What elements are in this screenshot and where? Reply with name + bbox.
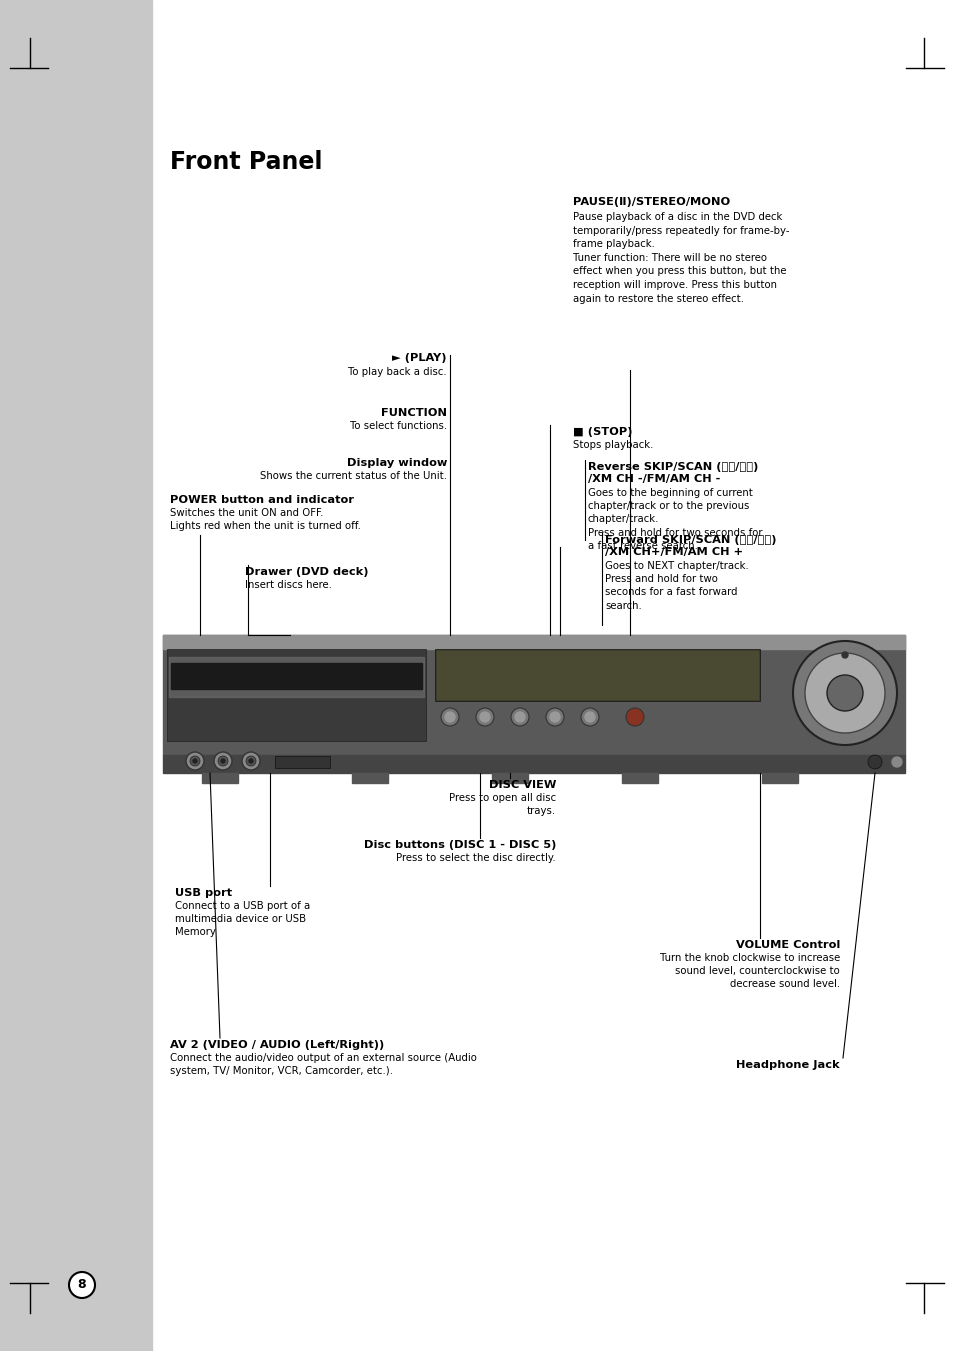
Text: 8: 8 bbox=[77, 1278, 86, 1292]
Text: DISC VIEW: DISC VIEW bbox=[488, 780, 556, 790]
Circle shape bbox=[69, 1273, 95, 1298]
Circle shape bbox=[213, 753, 232, 770]
Bar bbox=[163, 635, 904, 648]
Circle shape bbox=[550, 712, 559, 721]
Text: Insert discs here.: Insert discs here. bbox=[245, 580, 332, 590]
Bar bbox=[274, 757, 330, 767]
Circle shape bbox=[246, 757, 255, 766]
Circle shape bbox=[625, 708, 643, 725]
Circle shape bbox=[515, 712, 524, 721]
Text: Switches the unit ON and OFF.
Lights red when the unit is turned off.: Switches the unit ON and OFF. Lights red… bbox=[170, 508, 360, 531]
Text: Goes to the beginning of current
chapter/track or to the previous
chapter/track.: Goes to the beginning of current chapter… bbox=[587, 488, 761, 551]
Circle shape bbox=[891, 757, 901, 767]
Text: ■ (STOP): ■ (STOP) bbox=[573, 427, 632, 436]
Circle shape bbox=[218, 757, 228, 766]
Circle shape bbox=[511, 708, 529, 725]
Text: AV 2 (VIDEO / AUDIO (Left/Right)): AV 2 (VIDEO / AUDIO (Left/Right)) bbox=[170, 1040, 384, 1050]
Circle shape bbox=[479, 712, 490, 721]
Circle shape bbox=[221, 759, 225, 763]
Text: PAUSE(Ⅱ)/STEREO/MONO: PAUSE(Ⅱ)/STEREO/MONO bbox=[573, 197, 729, 207]
Text: Display window: Display window bbox=[346, 458, 447, 467]
Text: FUNCTION: FUNCTION bbox=[380, 408, 447, 417]
Text: Turn the knob clockwise to increase
sound level, counterclockwise to
decrease so: Turn the knob clockwise to increase soun… bbox=[659, 952, 840, 989]
Text: VOLUME Control: VOLUME Control bbox=[735, 940, 840, 950]
Text: Press to open all disc
trays.: Press to open all disc trays. bbox=[449, 793, 556, 816]
Text: To play back a disc.: To play back a disc. bbox=[348, 367, 447, 377]
Text: Connect to a USB port of a
multimedia device or USB
Memory: Connect to a USB port of a multimedia de… bbox=[174, 901, 310, 938]
Circle shape bbox=[249, 759, 253, 763]
Text: Connect the audio/video output of an external source (Audio
system, TV/ Monitor,: Connect the audio/video output of an ext… bbox=[170, 1052, 476, 1077]
Bar bbox=[492, 773, 527, 784]
Bar bbox=[621, 773, 658, 784]
Text: ► (PLAY): ► (PLAY) bbox=[392, 353, 447, 363]
Text: Press to select the disc directly.: Press to select the disc directly. bbox=[395, 852, 556, 863]
Circle shape bbox=[792, 640, 896, 744]
Circle shape bbox=[444, 712, 455, 721]
Bar bbox=[202, 773, 237, 784]
Bar bbox=[163, 635, 904, 755]
Text: POWER button and indicator: POWER button and indicator bbox=[170, 494, 354, 505]
Text: Goes to NEXT chapter/track.
Press and hold for two
seconds for a fast forward
se: Goes to NEXT chapter/track. Press and ho… bbox=[604, 561, 748, 611]
Text: Reverse SKIP/SCAN (⏮⏮/⏮⏮)
/XM CH -/FM/AM CH -: Reverse SKIP/SCAN (⏮⏮/⏮⏮) /XM CH -/FM/AM… bbox=[587, 462, 758, 484]
Circle shape bbox=[186, 753, 204, 770]
Bar bbox=[761, 773, 797, 784]
Circle shape bbox=[193, 759, 196, 763]
Text: Shows the current status of the Unit.: Shows the current status of the Unit. bbox=[260, 471, 447, 481]
Circle shape bbox=[476, 708, 494, 725]
Bar bbox=[167, 648, 426, 740]
Text: Stops playback.: Stops playback. bbox=[573, 440, 653, 450]
Text: Front Panel: Front Panel bbox=[170, 150, 322, 174]
Circle shape bbox=[804, 653, 884, 734]
Bar bbox=[435, 648, 760, 701]
Bar bbox=[169, 657, 423, 697]
Bar bbox=[163, 755, 904, 773]
Text: Forward SKIP/SCAN (⏭⏭/⏭⏭)
/XM CH+/FM/AM CH +: Forward SKIP/SCAN (⏭⏭/⏭⏭) /XM CH+/FM/AM … bbox=[604, 535, 776, 557]
Bar bbox=[352, 773, 388, 784]
Text: USB port: USB port bbox=[174, 888, 232, 898]
Circle shape bbox=[440, 708, 458, 725]
Circle shape bbox=[545, 708, 563, 725]
Text: Drawer (DVD deck): Drawer (DVD deck) bbox=[245, 567, 368, 577]
Circle shape bbox=[867, 755, 882, 769]
Circle shape bbox=[826, 676, 862, 711]
Bar bbox=[171, 663, 421, 689]
Circle shape bbox=[190, 757, 200, 766]
Bar bbox=[436, 651, 758, 698]
Circle shape bbox=[242, 753, 260, 770]
Text: Headphone Jack: Headphone Jack bbox=[736, 1061, 840, 1070]
Text: Pause playback of a disc in the DVD deck
temporarily/press repeatedly for frame-: Pause playback of a disc in the DVD deck… bbox=[573, 212, 789, 304]
Text: Disc buttons (DISC 1 - DISC 5): Disc buttons (DISC 1 - DISC 5) bbox=[363, 840, 556, 850]
Bar bbox=[0, 0, 152, 1351]
Text: To select functions.: To select functions. bbox=[350, 422, 447, 431]
Circle shape bbox=[584, 712, 595, 721]
Circle shape bbox=[841, 653, 847, 658]
Circle shape bbox=[580, 708, 598, 725]
